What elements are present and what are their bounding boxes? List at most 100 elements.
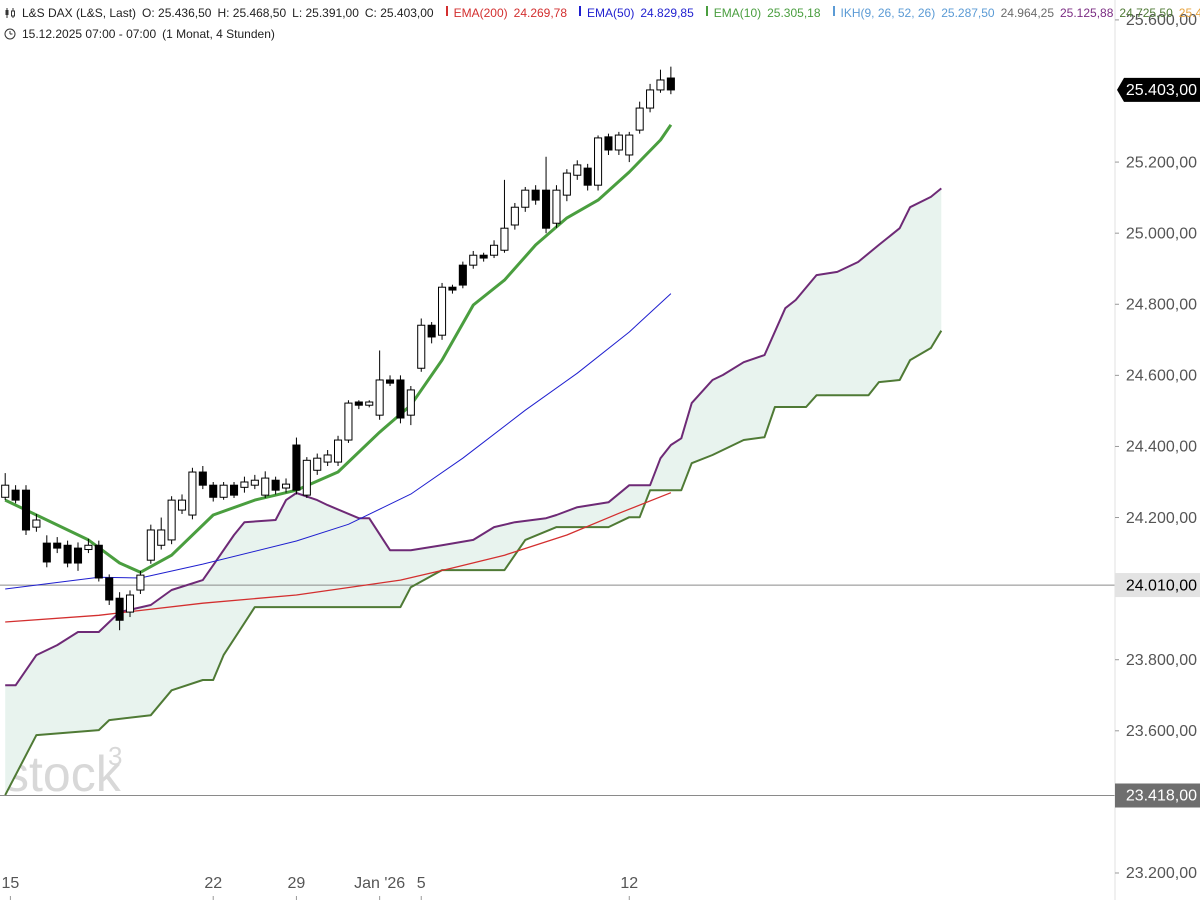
legend-value: 25.287,50 xyxy=(941,6,995,20)
candle-body xyxy=(635,107,644,131)
ohlc-value: O: 25.436,50 xyxy=(142,6,212,20)
candle-body xyxy=(167,499,176,541)
candle-body xyxy=(531,189,540,201)
candle-body xyxy=(448,286,457,291)
indicator-lines xyxy=(4,123,943,796)
candle-body xyxy=(365,401,374,406)
price-label: 24.010,00 xyxy=(1126,577,1197,594)
x-tick-label: 12 xyxy=(620,875,638,892)
axes: 24.010,00 23.418,00 25.600,00 25.200,00 25.0… xyxy=(2,12,1200,900)
candle-body xyxy=(229,484,239,496)
x-tick-label: 15 xyxy=(2,875,20,892)
candle-body xyxy=(552,189,561,224)
candle-body xyxy=(344,402,353,441)
legend-item: EMA(50) 24.829,85 xyxy=(579,6,694,20)
candle-body xyxy=(458,264,467,286)
candle-body xyxy=(334,439,343,463)
candle-body xyxy=(219,484,228,498)
clock-icon xyxy=(4,28,16,40)
candle-body xyxy=(261,477,270,496)
x-tick-label: 29 xyxy=(288,875,306,892)
legend-item: EMA(200) 24.269,78 xyxy=(445,6,568,20)
price-label: 23.418,00 xyxy=(1126,788,1197,805)
candle-body xyxy=(292,444,301,491)
candle-body xyxy=(11,489,20,501)
price-label-box xyxy=(1115,573,1200,598)
x-tick-label: Jan '26 xyxy=(354,875,405,892)
legend-value: 25.305,18 xyxy=(767,6,821,20)
legend-value: 24.964,25 xyxy=(1000,6,1054,20)
y-tick-label: 23.600,00 xyxy=(1126,723,1197,740)
candle-body xyxy=(666,77,675,91)
candle-body xyxy=(583,167,592,186)
x-tick-label: 5 xyxy=(417,875,426,892)
ohlc-value: H: 25.468,50 xyxy=(217,6,287,20)
period: (1 Monat, 4 Stunden) xyxy=(162,27,275,41)
header-line-2: 15.12.2025 07:00 - 07:00 (1 Monat, 4 Stu… xyxy=(4,27,275,41)
ema-line xyxy=(4,123,673,574)
y-tick-label: 24.400,00 xyxy=(1126,439,1197,456)
candle-body xyxy=(656,79,665,91)
candle-body xyxy=(73,547,83,564)
candle-body xyxy=(302,459,311,496)
legend-value: 24.829,85 xyxy=(640,6,694,20)
candle-body xyxy=(240,481,249,488)
y-tick-label: 24.600,00 xyxy=(1126,368,1197,385)
legend-name: EMA(200) xyxy=(453,6,508,20)
last-price-label: 25.403,00 xyxy=(1126,82,1197,99)
candle-body xyxy=(386,379,395,384)
legend-value: 25.125,88 xyxy=(1060,6,1114,20)
watermark-sup: 3 xyxy=(108,741,122,771)
candle-body xyxy=(32,519,41,528)
legend-swatch xyxy=(832,6,835,16)
legend-name: EMA(50) xyxy=(587,6,635,20)
candle-body xyxy=(42,542,51,563)
legend-swatch xyxy=(705,6,708,16)
candle-body xyxy=(604,136,613,151)
last-price-box xyxy=(1117,77,1200,102)
candle-body xyxy=(94,544,103,579)
y-tick-label: 25.200,00 xyxy=(1126,154,1197,171)
ohlc-value: C: 25.403,00 xyxy=(364,6,434,20)
candle-body xyxy=(115,597,124,621)
y-tick-label: 23.200,00 xyxy=(1126,865,1197,882)
ichimoku-span-b xyxy=(4,330,943,796)
date: 15.12.2025 07:00 - 07:00 xyxy=(22,27,157,41)
candle-body xyxy=(479,254,488,259)
candle-body xyxy=(438,286,447,336)
candle-body xyxy=(105,577,114,601)
ema-line xyxy=(5,293,672,590)
candle-body xyxy=(562,172,571,196)
candle-body xyxy=(188,471,197,516)
candle-body xyxy=(136,574,145,591)
legend-item: EMA(10) 25.305,18 xyxy=(705,6,821,20)
ichimoku-span-a xyxy=(5,187,942,687)
symbol-icon xyxy=(5,8,15,18)
candle-body xyxy=(323,454,332,463)
legend-item: IKH(9, 26, 52, 26) 25.287,50 24.964,25 25.1… xyxy=(832,6,1200,20)
ohlc-value: L: 25.391,00 xyxy=(292,6,359,20)
price-label-box xyxy=(1115,783,1200,808)
legend-value: 24.269,78 xyxy=(513,6,568,20)
y-tick-label: 25.000,00 xyxy=(1126,225,1197,242)
candle-body xyxy=(594,137,603,186)
candle-body xyxy=(396,379,405,419)
candle-body xyxy=(250,479,259,486)
legend-name: IKH(9, 26, 52, 26) xyxy=(840,6,936,20)
candle-body xyxy=(510,206,519,226)
ema-line xyxy=(5,492,672,623)
candle-body xyxy=(1,484,10,498)
candle-body xyxy=(209,484,218,498)
candle-body xyxy=(198,471,207,486)
candle-body xyxy=(614,134,623,151)
legend-value: 25.403,00 xyxy=(1178,6,1200,20)
candle-body xyxy=(63,544,72,564)
legend-name: EMA(10) xyxy=(713,6,762,20)
candle-body xyxy=(521,189,530,208)
y-tick-label: 25.600,00 xyxy=(1126,12,1197,29)
candle-body xyxy=(427,324,436,338)
candle-body xyxy=(406,389,415,416)
